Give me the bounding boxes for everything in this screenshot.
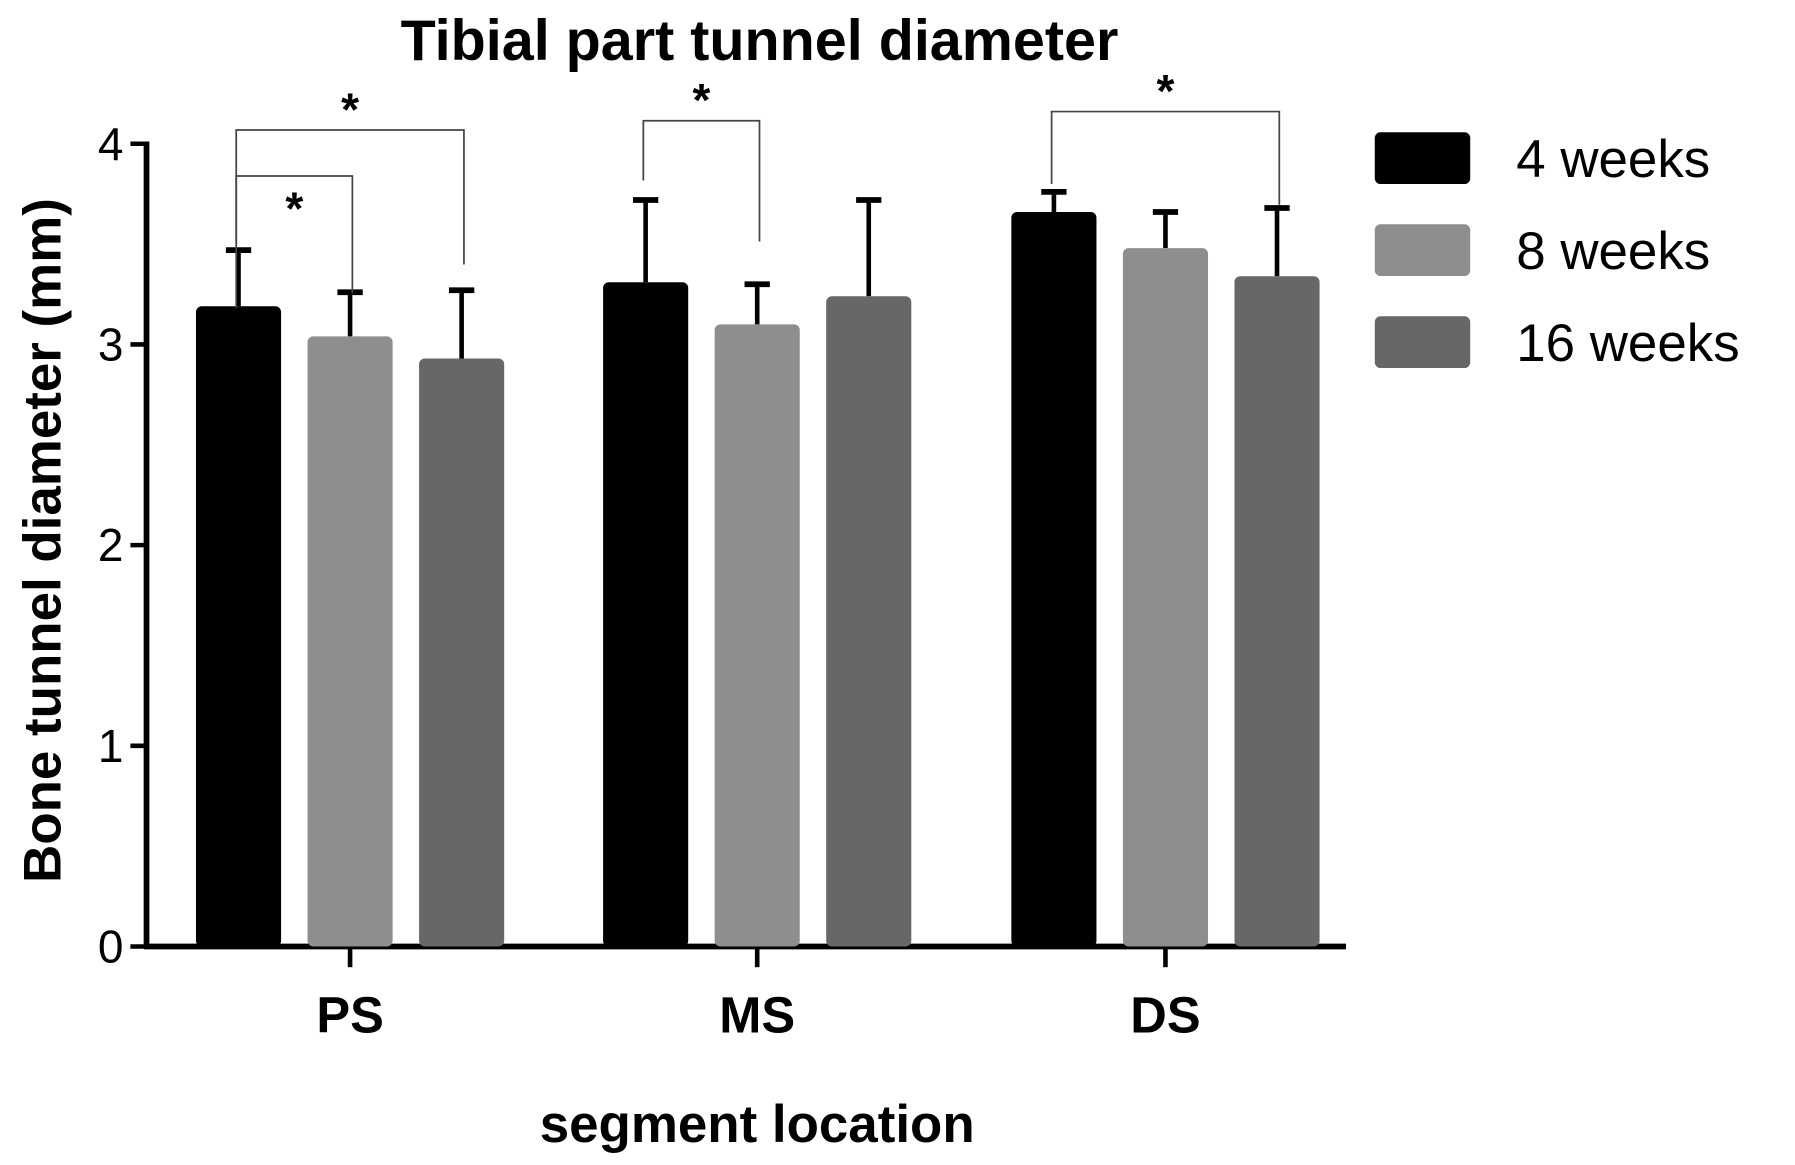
y-tick-label: 0 <box>98 921 124 973</box>
x-tick-label: MS <box>719 987 795 1044</box>
bar <box>603 282 689 947</box>
chart-title: Tibial part tunnel diameter <box>401 9 1119 73</box>
significance-bracket <box>235 175 354 309</box>
legend-swatch <box>1374 132 1471 185</box>
legend-label: 16 weeks <box>1516 314 1739 373</box>
bar <box>419 358 505 947</box>
bar <box>714 324 800 947</box>
y-tick-label: 2 <box>98 519 124 571</box>
y-tick-label: 3 <box>98 319 124 371</box>
significance-star: * <box>341 83 359 135</box>
significance-bracket <box>642 119 761 242</box>
legend-swatch <box>1374 224 1471 277</box>
bar <box>307 336 393 947</box>
bar <box>1122 248 1209 947</box>
significance-star: * <box>692 74 710 126</box>
x-tick-label: DS <box>1130 987 1200 1044</box>
significance-bracket <box>235 129 465 265</box>
x-tick-label: PS <box>316 987 384 1044</box>
legend-swatch <box>1374 316 1471 369</box>
bar <box>1011 211 1097 947</box>
significance-star: * <box>1157 65 1175 117</box>
significance-bracket <box>1050 110 1281 205</box>
significance-star: * <box>285 182 303 234</box>
legend-label: 8 weeks <box>1516 222 1710 281</box>
y-tick-label: 4 <box>98 118 124 170</box>
bar <box>1234 276 1320 947</box>
y-axis-label: Bone tunnel diameter (mm) <box>13 198 72 883</box>
y-tick-label: 1 <box>98 720 124 772</box>
x-axis-label: segment location <box>540 1095 975 1154</box>
bar <box>195 306 282 947</box>
bar <box>826 296 912 947</box>
legend-label: 4 weeks <box>1516 130 1710 189</box>
